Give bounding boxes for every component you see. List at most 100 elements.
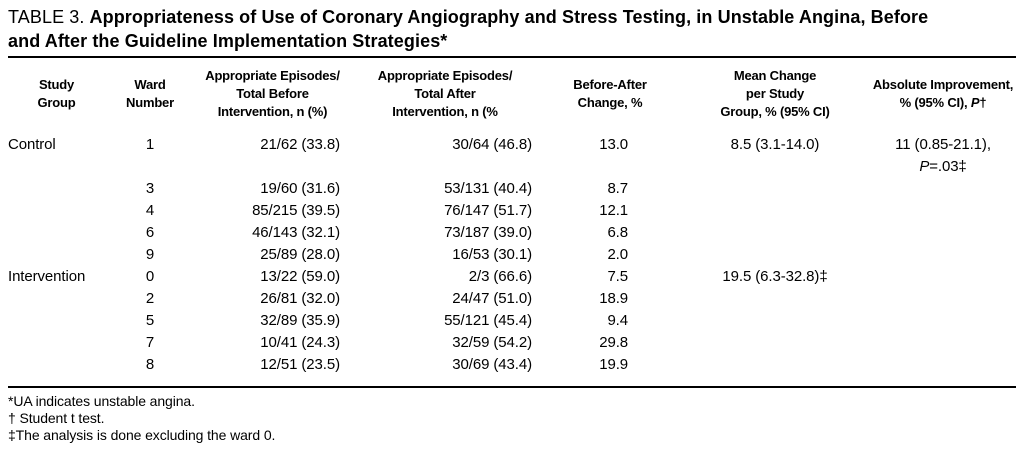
table-row: Control 1 21/62 (33.8) 30/64 (46.8) 13.0… [8, 130, 1016, 178]
footnote-dagger: † Student t test. [8, 410, 105, 426]
cell-after: 24/47 (51.0) [452, 290, 532, 307]
cell-study-group [8, 354, 105, 386]
top-rule [8, 56, 1016, 58]
cell-ward-number: 0 [145, 268, 155, 285]
cell-change: 19.9 [599, 356, 628, 373]
cell-absolute-improvement [870, 310, 1016, 332]
cell-ward-number: 7 [145, 334, 155, 351]
cell-mean-change [680, 222, 870, 244]
cell-study-group [8, 310, 105, 332]
table-body: Control 1 21/62 (33.8) 30/64 (46.8) 13.0… [8, 130, 1016, 386]
table-row: 2 26/81 (32.0) 24/47 (51.0) 18.9 [8, 288, 1016, 310]
cell-after: 32/59 (54.2) [452, 334, 532, 351]
cell-absolute-improvement [870, 244, 1016, 266]
cell-ward-number: 8 [145, 356, 155, 373]
cell-ward-number: 2 [145, 290, 155, 307]
cell-change: 7.5 [607, 268, 628, 285]
cell-after: 30/69 (43.4) [452, 356, 532, 373]
cell-mean-change [680, 354, 870, 386]
col-header-after-intervention: Appropriate Episodes/ Total After Interv… [377, 68, 513, 119]
footnote-double-dagger: ‡The analysis is done excluding the ward… [8, 427, 276, 443]
cell-before: 21/62 (33.8) [260, 136, 340, 153]
cell-study-group [8, 288, 105, 310]
col-header-ward-number: Ward Number [126, 77, 174, 110]
table-row: 6 46/143 (32.1) 73/187 (39.0) 6.8 [8, 222, 1016, 244]
cell-after: 76/147 (51.7) [444, 202, 532, 219]
table-row: 3 19/60 (31.6) 53/131 (40.4) 8.7 [8, 178, 1016, 200]
cell-after: 30/64 (46.8) [452, 136, 532, 153]
paper-table-page: TABLE 3. Appropriateness of Use of Corona… [8, 7, 1016, 444]
cell-mean-change: 19.5 (6.3-32.8)‡ [722, 268, 828, 285]
cell-before: 46/143 (32.1) [252, 224, 340, 241]
cell-mean-change [680, 332, 870, 354]
table-row: 7 10/41 (24.3) 32/59 (54.2) 29.8 [8, 332, 1016, 354]
cell-after: 55/121 (45.4) [444, 312, 532, 329]
cell-before: 13/22 (59.0) [260, 268, 340, 285]
col-header-before-intervention: Appropriate Episodes/ Total Before Inter… [205, 68, 340, 119]
header-row: Study Group Ward Number Appropriate Epis… [8, 58, 1016, 130]
cell-change: 12.1 [599, 202, 628, 219]
table-number-label: TABLE 3. [8, 7, 85, 27]
cell-before: 12/51 (23.5) [260, 356, 340, 373]
cell-mean-change [680, 178, 870, 200]
cell-ward-number: 1 [145, 136, 155, 153]
cell-study-group: Intervention [8, 268, 86, 285]
table-row: Intervention 0 13/22 (59.0) 2/3 (66.6) 7… [8, 266, 1016, 288]
cell-absolute-improvement [870, 332, 1016, 354]
cell-mean-change [680, 244, 870, 266]
cell-before: 10/41 (24.3) [260, 334, 340, 351]
cell-absolute-improvement [870, 354, 1016, 386]
cell-mean-change [680, 200, 870, 222]
cell-after: 73/187 (39.0) [444, 224, 532, 241]
cell-change: 29.8 [599, 334, 628, 351]
cell-study-group [8, 200, 105, 222]
cell-absolute-improvement [870, 222, 1016, 244]
cell-study-group [8, 222, 105, 244]
cell-before: 32/89 (35.9) [260, 312, 340, 329]
italic-p: P [919, 158, 930, 175]
cell-before: 25/89 (28.0) [260, 246, 340, 263]
cell-ward-number: 3 [145, 180, 155, 197]
table-header: Study Group Ward Number Appropriate Epis… [8, 58, 1016, 130]
cell-change: 8.7 [607, 180, 628, 197]
cell-absolute-improvement [870, 266, 1016, 288]
cell-after: 2/3 (66.6) [468, 268, 532, 285]
cell-change: 6.8 [607, 224, 628, 241]
cell-study-group [8, 178, 105, 200]
cell-after: 53/131 (40.4) [444, 180, 532, 197]
cell-ward-number: 6 [145, 224, 155, 241]
footnotes: *UA indicates unstable angina. † Student… [8, 388, 1016, 444]
cell-change: 18.9 [599, 290, 628, 307]
cell-ward-number: 5 [145, 312, 155, 329]
col-header-absolute-improvement: Absolute Improvement, % (95% CI), P† [872, 77, 1014, 110]
table-row: 4 85/215 (39.5) 76/147 (51.7) 12.1 [8, 200, 1016, 222]
cell-change: 2.0 [607, 246, 628, 263]
cell-mean-change [680, 310, 870, 332]
cell-absolute-improvement [870, 288, 1016, 310]
cell-mean-change: 8.5 (3.1-14.0) [730, 136, 820, 153]
cell-mean-change [680, 288, 870, 310]
cell-before: 26/81 (32.0) [260, 290, 340, 307]
bottom-rule [8, 386, 1016, 388]
cell-ward-number: 9 [145, 246, 155, 263]
footnote-asterisk: *UA indicates unstable angina. [8, 393, 195, 409]
table-row: 8 12/51 (23.5) 30/69 (43.4) 19.9 [8, 354, 1016, 386]
cell-absolute-improvement: 11 (0.85-21.1), P=.03‡ [895, 136, 991, 175]
table-row: 5 32/89 (35.9) 55/121 (45.4) 9.4 [8, 310, 1016, 332]
cell-ward-number: 4 [145, 202, 155, 219]
cell-study-group [8, 332, 105, 354]
table-title-line2: and After the Guideline Implementation S… [8, 31, 448, 51]
italic-p: P [970, 95, 980, 110]
col-header-mean-change: Mean Change per Study Group, % (95% CI) [720, 68, 830, 119]
cell-after: 16/53 (30.1) [452, 246, 532, 263]
cell-change: 13.0 [599, 136, 628, 153]
cell-absolute-improvement [870, 200, 1016, 222]
cell-before: 85/215 (39.5) [252, 202, 340, 219]
table-row: 9 25/89 (28.0) 16/53 (30.1) 2.0 [8, 244, 1016, 266]
cell-change: 9.4 [607, 312, 628, 329]
table-title-line1: Appropriateness of Use of Coronary Angio… [89, 7, 929, 27]
col-header-before-after-change: Before-After Change, % [573, 77, 647, 110]
cell-study-group [8, 244, 105, 266]
cell-before: 19/60 (31.6) [260, 180, 340, 197]
cell-study-group: Control [8, 136, 56, 153]
